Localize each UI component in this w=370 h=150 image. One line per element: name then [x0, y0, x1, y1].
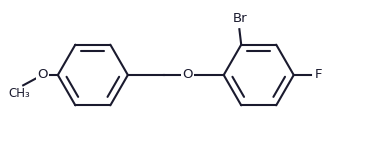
Text: O: O [182, 69, 192, 81]
Text: CH₃: CH₃ [8, 87, 30, 100]
Text: F: F [315, 69, 323, 81]
Text: Br: Br [233, 12, 248, 25]
Text: O: O [37, 69, 48, 81]
